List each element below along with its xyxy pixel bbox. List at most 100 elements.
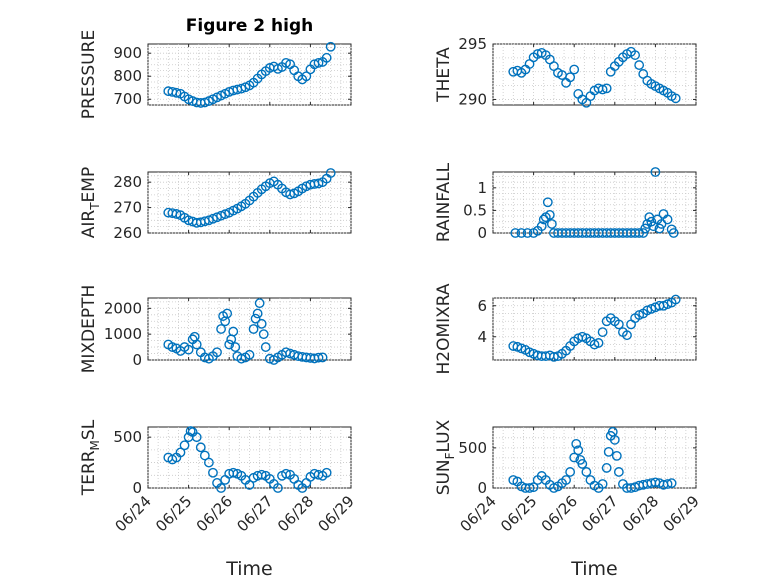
data-point [321, 467, 332, 478]
y-tick-label: 295 [458, 35, 487, 53]
data-point [252, 308, 263, 319]
data-point [195, 442, 206, 453]
data-point [281, 57, 291, 68]
y-tick-label: 0 [477, 479, 487, 497]
y-axis-label-rest: SL [79, 419, 99, 440]
data-point [191, 339, 202, 350]
subplot-5: 0 1000 2000 MIXDEPTH [79, 285, 352, 374]
subplot-6: 4 6 H2OMIXRA [434, 283, 697, 375]
data-point [524, 483, 535, 493]
y-axis-label: PRESSURE [79, 30, 99, 119]
data-point [273, 483, 283, 493]
data-point [216, 324, 226, 334]
y-axis-label-rest: LUX [434, 419, 454, 452]
data-point [325, 168, 336, 178]
y-axis-label: MIXDEPTH [79, 285, 99, 374]
y-tick-label: 1000 [104, 325, 142, 343]
data-point [573, 445, 584, 456]
data-point [613, 319, 624, 330]
data-point [199, 97, 210, 108]
data-point [260, 342, 271, 352]
y-tick-label: 0 [132, 351, 142, 369]
data-point [634, 60, 645, 70]
subplot-3: 260 270 280 AIRTEMP [79, 167, 352, 242]
y-axis-label: SUNFLUX [434, 419, 457, 495]
y-axis-label: TERRMSL [79, 419, 102, 496]
subplot-title: Figure 2 high [186, 16, 314, 36]
data-point [203, 457, 214, 468]
x-axis-label: Time [225, 558, 273, 580]
y-axis-label-main: AIR [79, 210, 99, 239]
y-axis-label: RAINFALL [434, 162, 454, 242]
y-axis-label-main: MIXDEPTH [79, 285, 99, 374]
data-point [313, 178, 324, 189]
data-point [183, 344, 194, 355]
data-point [171, 87, 182, 98]
data-point [258, 329, 269, 340]
data-point [236, 353, 247, 364]
y-tick-label: 1 [477, 179, 487, 197]
y-axis-label-main: RAINFALL [434, 162, 454, 242]
x-axis-label: Time [570, 558, 618, 580]
data-point [222, 308, 233, 319]
data-point [601, 463, 612, 473]
data-point [321, 52, 332, 63]
data-point [601, 83, 612, 94]
y-tick-label: 2000 [104, 299, 142, 317]
y-tick-label: 800 [113, 67, 142, 85]
subplot-1: 700 800 900 PRESSURE Figure 2 high [79, 16, 352, 119]
y-axis-label-main: H2OMIXRA [434, 283, 454, 374]
data-point [569, 452, 580, 463]
data-point [228, 326, 239, 337]
data-point [313, 57, 324, 68]
data-point [549, 351, 559, 362]
data-point [546, 219, 557, 229]
data-point [611, 450, 622, 461]
data-point [171, 209, 182, 219]
data-point [244, 480, 255, 490]
data-point [208, 467, 218, 478]
data-point [516, 228, 527, 238]
y-axis-label: H2OMIXRA [434, 283, 454, 374]
y-tick-label: 0.5 [463, 201, 487, 219]
y-tick-label: 290 [458, 90, 487, 108]
data-point [175, 447, 186, 458]
data-point [571, 438, 582, 449]
y-axis-label: AIRTEMP [79, 167, 102, 238]
data-point [662, 479, 673, 489]
data-point [597, 479, 608, 489]
data-point [250, 313, 261, 324]
data-point [638, 228, 649, 238]
data-point [603, 446, 614, 457]
y-axis-label-main: TERR [79, 450, 99, 496]
data-point [281, 468, 291, 479]
data-point [254, 298, 265, 309]
data-point [646, 216, 657, 227]
y-tick-label: 0 [477, 224, 487, 242]
y-axis-label-subscript: T [88, 202, 102, 211]
y-axis-label-main: SUN [434, 459, 454, 495]
data-point [650, 167, 661, 177]
data-point [670, 294, 681, 305]
data-point [228, 467, 239, 478]
data-point [317, 352, 328, 363]
data-point [528, 482, 539, 493]
y-axis-label-subscript: M [88, 440, 102, 450]
data-point [597, 84, 608, 95]
data-point [536, 221, 547, 232]
data-point [581, 467, 592, 477]
y-tick-label: 500 [113, 428, 142, 446]
data-point [285, 189, 295, 200]
y-tick-label: 270 [113, 199, 142, 217]
y-axis-label-rest: EMP [79, 167, 99, 203]
y-axis-label: THETA [434, 47, 454, 103]
y-tick-label: 500 [458, 439, 487, 457]
data-point [565, 467, 576, 477]
data-point [569, 64, 580, 75]
data-point [577, 459, 588, 469]
data-point [236, 83, 247, 94]
y-tick-label: 0 [132, 479, 142, 497]
y-tick-label: 280 [113, 173, 142, 191]
